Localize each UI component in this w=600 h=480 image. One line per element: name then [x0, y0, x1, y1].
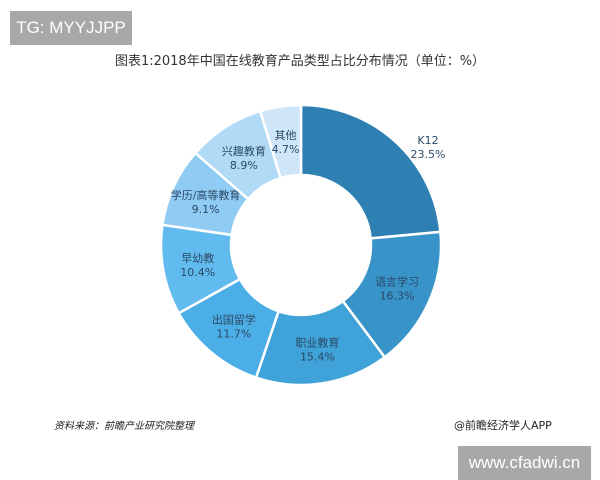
segment-value-label: 8.9% [230, 159, 258, 172]
donut-segment [258, 103, 303, 180]
segment-category-label: 出国留学 [212, 313, 256, 327]
segment-value-label: 15.4% [300, 351, 335, 364]
segment-value-label: 10.4% [180, 266, 215, 279]
segment-category-label: 其他 [275, 129, 297, 142]
segment-category-label: K12 [417, 134, 438, 147]
segment-category-label: 早幼教 [181, 252, 214, 265]
segment-value-label: 4.7% [272, 143, 300, 156]
segment-value-label: 11.7% [216, 328, 251, 341]
chart-title: 图表1:2018年中国在线教育产品类型占比分布情况（单位：%） [114, 54, 486, 69]
segment-value-label: 16.3% [379, 290, 414, 303]
segment-category-label: 语言学习 [375, 275, 419, 289]
segment-category-label: 学历/高等教育 [171, 188, 241, 202]
segment-value-label: 9.1% [192, 203, 220, 216]
segment-value-label: 23.5% [411, 148, 446, 161]
segment-category-label: 职业教育 [295, 336, 339, 350]
data-source-note: 资料来源：前瞻产业研究院整理 [54, 421, 194, 432]
watermark-badge-top: TG: MYYJJPP [10, 11, 132, 45]
credit-note: @前瞻经济学人APP [454, 419, 552, 432]
donut-segment [299, 103, 442, 240]
watermark-badge-bottom: www.cfadwi.cn [458, 446, 591, 480]
segment-category-label: 兴趣教育 [222, 144, 266, 158]
